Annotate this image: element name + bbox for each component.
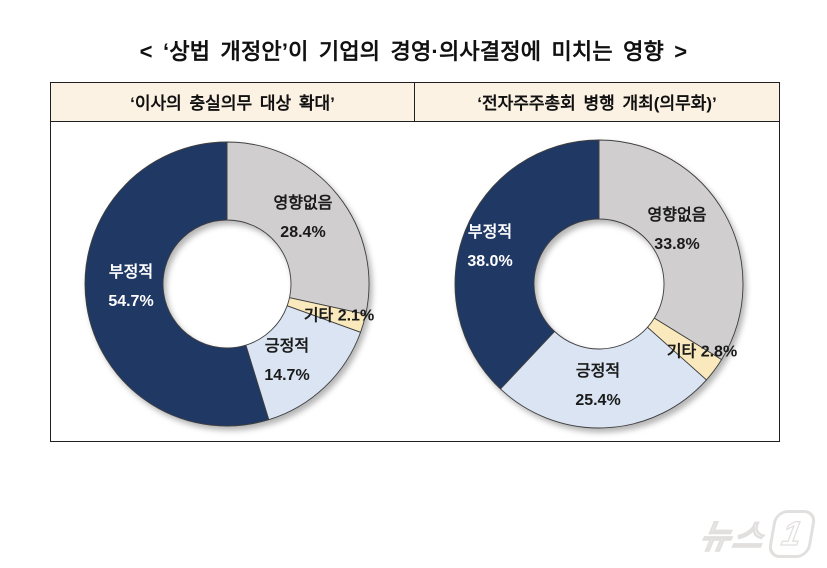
donut-slice-영향없음 — [598, 139, 744, 361]
panel-header-right: ‘전자주주총회 병행 개최(의무화)’ — [415, 83, 779, 122]
donut-slice-부정적 — [454, 139, 600, 390]
page-title: < ‘상법 개정안’이 기업의 경영·의사결정에 미치는 영향 > — [139, 39, 688, 64]
panel-header-left: ‘이사의 충실의무 대상 확대’ — [51, 83, 415, 122]
chart-panel-table: ‘이사의 충실의무 대상 확대’ ‘전자주주총회 병행 개최(의무화)’ 영향없… — [50, 82, 780, 442]
donut-chart-right: 영향없음 33.8% 기타 2.8% 긍정적 25.4% 부정적 38.0% — [415, 122, 779, 441]
watermark-digit: 1 — [766, 510, 818, 558]
donut-chart-left: 영향없음 28.4% 기타 2.1% 긍정적 14.7% 부정적 54.7% — [51, 122, 416, 441]
donut-slice-긍정적 — [499, 326, 707, 429]
watermark-text: 뉴스 — [697, 517, 770, 555]
donut-slice-영향없음 — [226, 141, 370, 315]
donut-slice-긍정적 — [245, 305, 361, 421]
news1-watermark-logo: 뉴스 1 — [697, 510, 818, 558]
donut-chart-svg — [454, 139, 744, 429]
donut-chart-svg — [84, 141, 370, 427]
donut-slice-부정적 — [84, 141, 270, 427]
